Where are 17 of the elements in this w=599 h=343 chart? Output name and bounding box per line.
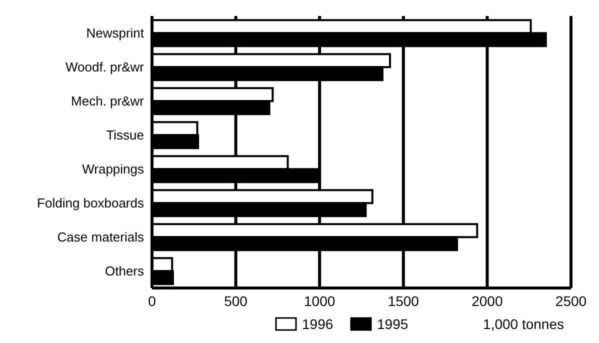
legend-label: 1995 [377, 316, 408, 332]
x-tick-label: 500 [224, 292, 248, 309]
y-tick-label: Folding boxboards [37, 196, 144, 211]
x-tick-label: 2500 [555, 292, 587, 309]
y-tick-label: Woodf. pr&wr [65, 60, 145, 75]
y-tick-label: Tissue [106, 128, 144, 143]
y-tick-label: Newsprint [86, 26, 144, 41]
x-tick-label: 1500 [388, 292, 420, 309]
legend-label: 1996 [302, 316, 334, 332]
x-tick-label: 2000 [472, 292, 503, 309]
y-tick-label: Wrappings [82, 162, 144, 177]
y-tick-label: Case materials [57, 230, 144, 245]
x-tick-label: 1000 [304, 292, 336, 309]
y-tick-label: Mech. pr&wr [71, 94, 145, 109]
x-tick-label: 0 [148, 292, 156, 309]
y-tick-label: Others [104, 264, 144, 279]
x-axis-title: 1,000 tonnes [483, 316, 564, 332]
